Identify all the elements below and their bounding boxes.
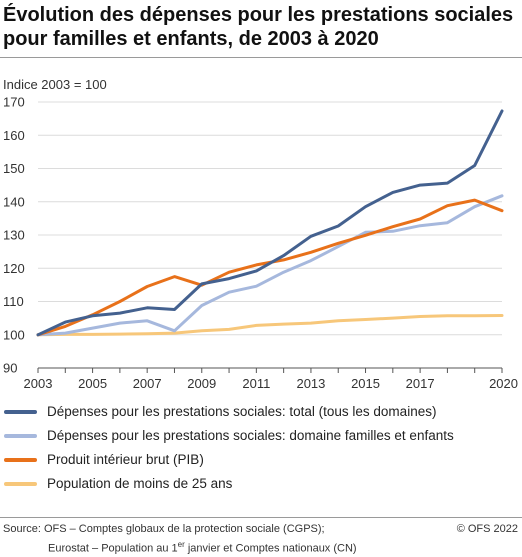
legend-label: Produit intérieur brut (PIB) (47, 452, 204, 467)
y-tick-label: 150 (3, 161, 25, 176)
y-tick-label: 100 (3, 327, 25, 342)
legend-item: Population de moins de 25 ans (4, 474, 519, 498)
source-line-2-start: Eurostat – Population au 1 (48, 542, 178, 555)
y-tick-label: 170 (3, 95, 25, 110)
chart-legend: Dépenses pour les prestations sociales: … (4, 402, 519, 498)
x-tick-label: 2013 (296, 376, 325, 391)
series-line-4 (36, 314, 504, 337)
legend-swatch (4, 434, 37, 438)
legend-swatch (4, 458, 37, 462)
series-lines (36, 109, 504, 337)
source-line-2-superscript: er (177, 540, 185, 549)
x-tick-label: 2020 (489, 376, 518, 391)
x-tick-label: 2003 (24, 376, 53, 391)
y-tick-label: 110 (3, 294, 24, 309)
legend-item: Dépenses pour les prestations sociales: … (4, 402, 519, 426)
x-tick-label: 2005 (78, 376, 107, 391)
x-tick-label: 2015 (351, 376, 380, 391)
y-tick-label: 130 (3, 228, 25, 243)
source-line-1: Source: OFS – Comptes globaux de la prot… (3, 523, 325, 535)
legend-label: Dépenses pour les prestations sociales: … (47, 428, 454, 443)
y-tick-label: 160 (3, 128, 25, 143)
x-tick-label: 2017 (406, 376, 435, 391)
y-tick-label: 120 (3, 261, 25, 276)
legend-swatch (4, 410, 37, 414)
footer-divider (0, 517, 522, 518)
gridlines (38, 101, 502, 369)
chart-title: Évolution des dépenses pour les prestati… (3, 4, 514, 50)
x-tick-label: 2007 (133, 376, 162, 391)
source-note: Source: OFS – Comptes globaux de la prot… (3, 521, 357, 557)
title-divider (0, 57, 522, 58)
legend-swatch (4, 482, 37, 486)
legend-label: Dépenses pour les prestations sociales: … (47, 404, 437, 419)
legend-label: Population de moins de 25 ans (47, 476, 233, 491)
x-tick-label: 2011 (242, 376, 270, 391)
y-axis-unit-label: Indice 2003 = 100 (3, 77, 107, 92)
x-axis: 2003 2005 2007 2009 2011 2013 2015 2017 2020 (24, 367, 518, 391)
y-tick-label: 90 (3, 361, 17, 376)
copyright-notice: © OFS 2022 (456, 523, 518, 535)
x-tick-label: 2009 (187, 376, 216, 391)
source-line-2-end: janvier et Comptes nationaux (CN) (184, 542, 357, 555)
series-line-2 (36, 194, 504, 337)
y-axis-ticks: 90 100 110 120 130 140 150 160 170 (3, 95, 25, 376)
legend-item: Dépenses pour les prestations sociales: … (4, 426, 519, 450)
series-line-1 (36, 109, 504, 337)
legend-item: Produit intérieur brut (PIB) (4, 450, 519, 474)
y-tick-label: 140 (3, 194, 25, 209)
source-line-2: Eurostat – Population au 1er janvier et … (3, 537, 357, 557)
